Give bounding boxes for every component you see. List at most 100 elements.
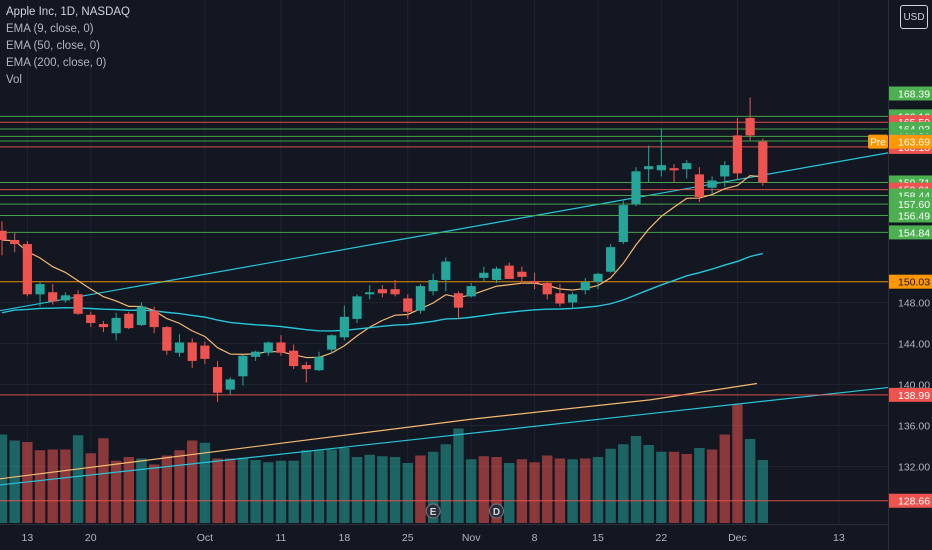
event-marker-d[interactable]: D xyxy=(489,503,505,519)
candle-body xyxy=(656,165,666,171)
price-tag-bg xyxy=(889,274,932,289)
price-axis: 132.00136.00140.00144.00148.00166.16165.… xyxy=(868,86,932,508)
price-tag-bg xyxy=(889,134,932,149)
time-axis-bg xyxy=(0,524,888,550)
candle-body xyxy=(187,342,197,361)
candle-body xyxy=(580,282,590,291)
candle xyxy=(732,118,743,180)
candle-body xyxy=(60,295,70,301)
volume-bar xyxy=(110,460,122,523)
candle xyxy=(631,167,641,207)
volume-bar xyxy=(212,458,223,523)
volume-bar xyxy=(389,457,401,523)
time-tick-label: 13 xyxy=(833,532,845,544)
candle xyxy=(694,167,704,203)
price-tag-bg xyxy=(889,493,932,508)
candle xyxy=(98,320,109,333)
volume-bar xyxy=(301,450,312,523)
volume-bar xyxy=(72,435,84,523)
candle-body xyxy=(758,141,768,183)
candle-body xyxy=(238,355,248,377)
candle-body xyxy=(212,367,223,393)
candle-body xyxy=(390,289,400,295)
pre-market-price-tag: 163.69 xyxy=(889,134,932,149)
volume-bar xyxy=(263,462,274,523)
indicator-ema9[interactable]: EMA (9, close, 0) xyxy=(6,23,94,35)
candle xyxy=(403,294,413,319)
event-marker-e[interactable]: E xyxy=(425,503,441,519)
time-tick-label: 11 xyxy=(276,532,287,544)
candle-body xyxy=(162,327,172,351)
candle xyxy=(238,354,248,386)
candle-body xyxy=(22,244,32,295)
candle xyxy=(517,266,527,285)
candle-body xyxy=(98,324,109,328)
candle xyxy=(73,290,83,315)
price-tag: 138.99 xyxy=(889,387,932,402)
volume-bar xyxy=(275,460,287,523)
candle-body xyxy=(555,293,565,304)
candle-body xyxy=(48,292,58,302)
volume-bar xyxy=(453,428,464,523)
candle-body xyxy=(403,298,413,312)
volume-bar xyxy=(719,434,730,523)
candle-body xyxy=(517,271,527,277)
candle-body xyxy=(35,284,45,295)
candle-body xyxy=(73,294,83,314)
volume-bar xyxy=(60,449,71,523)
volume-bar xyxy=(542,455,553,523)
candle xyxy=(542,282,552,300)
candle-body xyxy=(200,345,210,359)
volume-bar xyxy=(326,449,337,523)
time-tick-label: 20 xyxy=(85,532,97,544)
volume-bar xyxy=(377,456,388,523)
volume-bar xyxy=(415,455,426,523)
price-tag: 128.66 xyxy=(889,493,932,508)
volume-bar xyxy=(250,460,261,523)
price-tag-label: 128.66 xyxy=(898,496,930,508)
candle-body xyxy=(136,306,147,326)
time-tick-label: 13 xyxy=(22,532,34,544)
candle xyxy=(568,292,578,309)
currency-button[interactable]: USD xyxy=(900,5,928,29)
volume-bar xyxy=(504,463,515,523)
candle xyxy=(276,335,286,356)
candle xyxy=(10,232,20,253)
candle xyxy=(428,273,438,296)
volume-bar xyxy=(288,460,299,523)
candle xyxy=(48,284,58,305)
ema9-line xyxy=(1,174,763,359)
event-circle xyxy=(425,503,441,519)
indicator-ema50[interactable]: EMA (50, close, 0) xyxy=(6,40,100,52)
volume-bar xyxy=(427,451,439,523)
candle xyxy=(707,176,717,194)
candle xyxy=(136,302,147,327)
symbol-title[interactable]: Apple Inc, 1D, NASDAQ xyxy=(6,6,130,18)
price-tag: 157.60 xyxy=(889,197,932,212)
candle xyxy=(555,284,565,307)
price-tag-bg xyxy=(889,208,932,223)
candle xyxy=(415,284,426,314)
volume-bar xyxy=(313,450,325,523)
price-tag-label: 163.69 xyxy=(898,137,930,149)
volume-bar xyxy=(161,455,173,523)
candle xyxy=(60,292,70,303)
price-tag-top: 168.39 xyxy=(889,86,932,101)
volume-bar xyxy=(237,457,249,523)
candle-body xyxy=(441,261,451,280)
volume-bar xyxy=(148,464,160,523)
indicator-volume[interactable]: Vol xyxy=(6,74,22,86)
volume-bar xyxy=(364,454,375,523)
candle xyxy=(466,283,476,298)
volume-bar xyxy=(47,449,58,523)
candle xyxy=(149,306,159,334)
candle-body xyxy=(225,379,235,390)
volume-bar xyxy=(744,439,756,523)
volume-bar xyxy=(630,436,642,523)
ema200-line xyxy=(0,152,889,312)
pre-label-bg xyxy=(868,134,888,149)
candle-body xyxy=(428,279,438,292)
candle xyxy=(377,285,387,298)
indicator-ema200[interactable]: EMA (200, close, 0) xyxy=(6,57,107,69)
